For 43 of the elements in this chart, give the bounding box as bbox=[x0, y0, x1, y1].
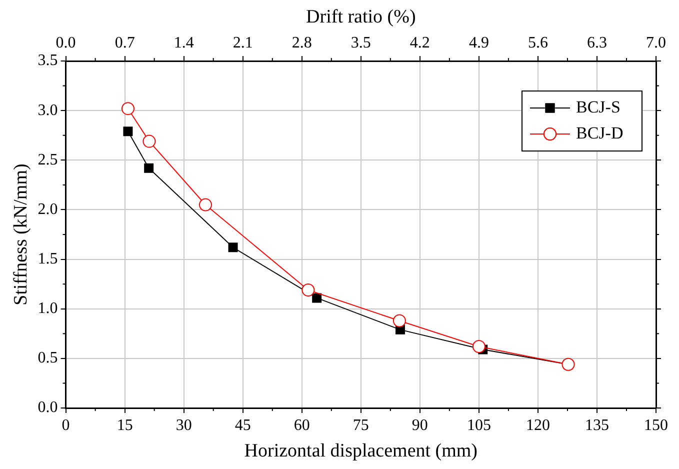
y-tick-label: 0.5 bbox=[38, 350, 58, 367]
x-axis-title: Horizontal displacement (mm) bbox=[244, 440, 478, 462]
x2-tick-label: 2.1 bbox=[232, 34, 253, 52]
y-tick-label: 3.0 bbox=[38, 102, 58, 119]
x-tick-label: 45 bbox=[234, 416, 251, 434]
x-tick-label: 30 bbox=[176, 416, 192, 434]
point bbox=[144, 163, 154, 173]
x2-tick-label: 3.5 bbox=[350, 34, 371, 52]
x-tick-label: 135 bbox=[584, 416, 609, 434]
x2-tick-label: 1.4 bbox=[174, 34, 194, 52]
x2-tick-label: 0.7 bbox=[114, 34, 135, 52]
x2-tick-label: 0.0 bbox=[56, 34, 76, 52]
point bbox=[228, 242, 238, 252]
y-axis-title: Stiffness (kN/mm) bbox=[10, 164, 32, 306]
x2-tick-label: 4.9 bbox=[468, 34, 489, 52]
y-tick-label: 1.5 bbox=[38, 250, 58, 268]
x2-tick-label: 4.2 bbox=[410, 34, 430, 52]
x-tick-label: 75 bbox=[352, 416, 369, 434]
point bbox=[472, 340, 486, 354]
x-tick-label: 120 bbox=[526, 416, 550, 434]
x-tick-label: 15 bbox=[116, 416, 133, 434]
x2-tick-label: 7.0 bbox=[646, 34, 666, 52]
legend-label: BCJ-D bbox=[576, 123, 624, 142]
x2-axis-title: Drift ratio (%) bbox=[306, 6, 416, 28]
x2-tick-label: 2.8 bbox=[292, 34, 312, 52]
x-tick-label: 105 bbox=[466, 416, 491, 434]
point bbox=[123, 126, 133, 136]
x2-tick-label: 5.6 bbox=[528, 34, 548, 52]
y-tick-label: 2.5 bbox=[38, 151, 58, 168]
x-tick-label: 0 bbox=[62, 416, 70, 434]
point bbox=[392, 314, 406, 328]
x-tick-label: 60 bbox=[294, 416, 310, 434]
x2-tick-label: 6.3 bbox=[586, 34, 607, 52]
point bbox=[121, 102, 134, 116]
x-tick-label: 90 bbox=[412, 416, 428, 434]
y-tick-label: 1.0 bbox=[38, 300, 58, 318]
point bbox=[312, 293, 322, 303]
point bbox=[302, 284, 315, 297]
y-tick-label: 2.0 bbox=[38, 200, 58, 218]
y-tick-label: 0.0 bbox=[38, 399, 58, 416]
x-tick-label: 150 bbox=[644, 416, 668, 434]
y-tick-label: 3.5 bbox=[38, 52, 58, 70]
legend-label: BCJ-S bbox=[576, 97, 620, 116]
